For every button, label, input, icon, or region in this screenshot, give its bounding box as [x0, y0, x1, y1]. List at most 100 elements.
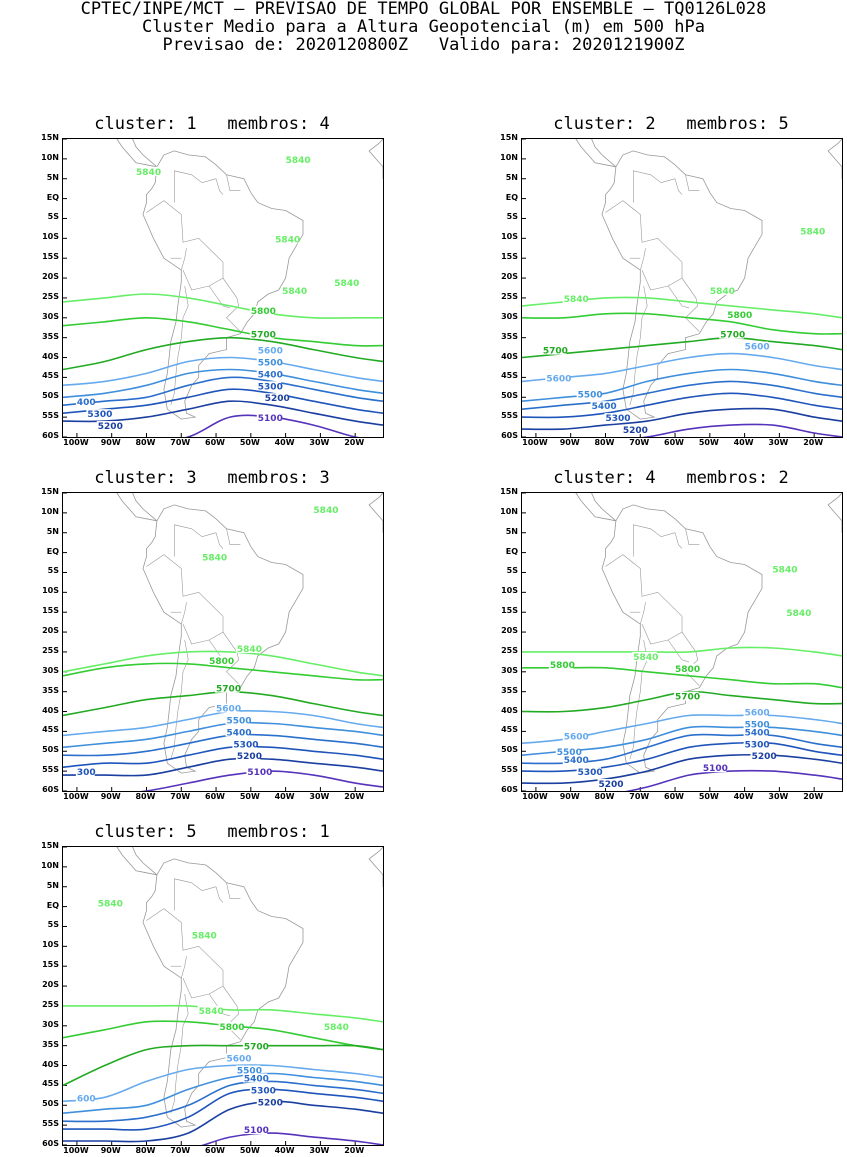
country-border — [674, 178, 683, 195]
country-border — [215, 178, 224, 195]
lon-tick-label: 30W — [768, 438, 789, 447]
map-panel: 5840 5840 5840 5800 5700 5700 5600 5600 5500 5400… — [521, 138, 843, 438]
contour-5400 — [63, 1080, 383, 1123]
lat-tick-label: 40S — [501, 705, 518, 715]
lat-tick-label: 15N — [500, 133, 518, 142]
contour-label-bg — [743, 739, 769, 749]
contour-5500 — [63, 1072, 383, 1114]
contour-5840 — [63, 650, 383, 677]
lat-tick-label: 10S — [42, 940, 59, 950]
contour-label: 5800 — [209, 657, 234, 667]
contour-label-bg — [281, 285, 306, 295]
country-border — [622, 200, 700, 332]
country-border — [146, 554, 165, 567]
lon-tick-label: 70W — [170, 792, 191, 801]
contour-label-bg — [225, 1053, 250, 1063]
contour-label-bg — [256, 413, 282, 423]
contour-label: 5600 — [258, 347, 283, 357]
country-border — [674, 532, 683, 549]
country-border — [182, 623, 224, 645]
contour-label: 5840 — [286, 156, 311, 166]
contour-label-bg — [333, 278, 358, 288]
contour-label: 5700 — [720, 331, 745, 341]
lon-tick-label: 30W — [309, 438, 330, 447]
coastline — [575, 139, 617, 168]
contour-5300 — [63, 1088, 383, 1131]
lon-tick-label: 30W — [768, 792, 789, 801]
contour-5200 — [63, 400, 383, 426]
contour-label-bg — [201, 552, 226, 562]
contour-label-bg — [256, 357, 282, 367]
lat-tick-label: 30S — [501, 665, 518, 675]
country-border — [605, 554, 624, 567]
country-border — [208, 285, 231, 309]
contour-label: 5200 — [265, 394, 290, 404]
country-border — [667, 639, 690, 663]
lat-tick-label: 15S — [42, 252, 59, 262]
country-border — [640, 248, 646, 271]
lon-tick-label: 60W — [664, 792, 685, 801]
country-border — [685, 174, 700, 191]
contour-label: 5840 — [202, 554, 227, 564]
country-border — [640, 602, 646, 625]
contour-label: 5800 — [251, 307, 276, 317]
contour-label: 5600 — [216, 705, 241, 715]
contour-label-bg — [621, 425, 647, 435]
lat-tick-label: 25S — [42, 291, 59, 301]
contour-label-bg — [743, 707, 769, 717]
lon-tick-label: 60W — [664, 438, 685, 447]
contour-5700 — [63, 1044, 383, 1087]
contour-label-bg — [708, 285, 734, 295]
contour-label-bg — [541, 345, 567, 355]
contour-label-bg — [785, 608, 810, 618]
lat-tick-label: 10N — [500, 506, 518, 516]
contour-label: 5100 — [247, 768, 272, 778]
country-border — [174, 524, 217, 557]
contour-label-bg — [771, 564, 796, 574]
contour-label-bg — [96, 421, 122, 431]
country-border — [146, 200, 165, 213]
lat-tick-label: 25S — [501, 291, 518, 301]
header-line-2: Cluster Medio para a Altura Geopotencial… — [142, 17, 705, 37]
header: CPTEC/INPE/MCT – PREVISAO DE TEMPO GLOBA… — [0, 0, 847, 54]
contour-label: 5200 — [599, 780, 624, 790]
lat-tick-label: 15S — [501, 606, 518, 616]
lat-tick-label: 15S — [42, 606, 59, 616]
contour-5100 — [140, 770, 383, 791]
lon-tick-label: 50W — [698, 792, 719, 801]
contour-label: 5600 — [546, 374, 571, 384]
lat-tick-label: 40S — [42, 351, 59, 361]
contour-5800 — [63, 662, 383, 681]
country-border — [146, 908, 165, 921]
contour-5200 — [63, 757, 383, 777]
contour-5100 — [641, 423, 842, 437]
lat-tick-label: 20S — [42, 272, 59, 282]
lat-tick-label: 35S — [42, 331, 59, 341]
lat-tick-label: 60S — [42, 785, 59, 794]
map-panel: 5840 5840 5840 5840 5800 5700 5600 5500 5400 5300… — [62, 846, 384, 1146]
coastline — [142, 150, 304, 420]
panel-title: cluster: 3 membros: 3 — [94, 468, 330, 488]
lat-tick-label: 25S — [42, 645, 59, 655]
contour-label: 5300 — [233, 740, 258, 750]
header-line-1: CPTEC/INPE/MCT – PREVISAO DE TEMPO GLOBA… — [80, 0, 767, 19]
contour-label: 5600 — [564, 732, 589, 742]
lon-tick-label: 100W — [522, 792, 548, 801]
contour-label: 5300 — [87, 410, 112, 420]
contour-5100 — [625, 769, 842, 791]
lat-tick-label: 5S — [506, 212, 518, 222]
lat-tick-label: 20S — [42, 626, 59, 636]
contour-label-bg — [545, 373, 570, 383]
contour-label-bg — [799, 226, 824, 236]
lon-tick-label: 80W — [594, 438, 615, 447]
country-border — [215, 886, 224, 903]
lat-tick-label: 15N — [41, 487, 59, 496]
country-border — [226, 528, 241, 545]
contour-label: 5200 — [752, 752, 777, 762]
contour-label-bg — [256, 369, 282, 379]
coastline — [368, 847, 383, 887]
contour-5500 — [522, 368, 842, 402]
contour-label: 5840 — [772, 565, 797, 575]
lat-tick-label: 5N — [505, 526, 518, 536]
